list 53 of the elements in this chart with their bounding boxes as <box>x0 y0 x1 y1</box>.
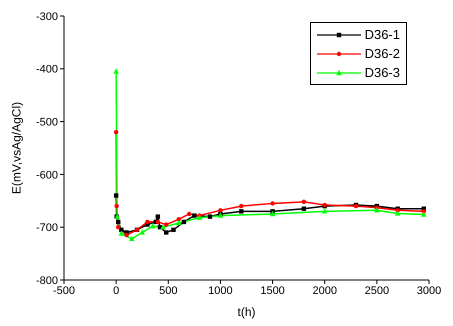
y-tick-label: -300 <box>36 10 58 23</box>
point <box>270 210 276 216</box>
legend-label: D36-3 <box>364 65 400 80</box>
y-tick-label: -700 <box>36 222 58 234</box>
point <box>118 230 124 236</box>
point <box>186 212 192 216</box>
point <box>160 224 166 230</box>
point <box>124 232 129 238</box>
point <box>129 236 134 242</box>
point <box>176 220 182 226</box>
x-tick-label: 0 <box>113 284 120 297</box>
point <box>171 228 176 232</box>
point <box>114 204 119 208</box>
y-tick-label: -600 <box>36 169 58 182</box>
point <box>182 220 186 224</box>
point <box>302 200 306 204</box>
point <box>150 222 156 228</box>
point <box>208 214 212 219</box>
x-tick-label: 1000 <box>208 284 233 297</box>
point <box>156 220 160 224</box>
x-axis-title: t(h) <box>238 305 256 319</box>
point <box>374 207 380 213</box>
y-tick-label: -400 <box>36 64 58 76</box>
x-tick-label: 3000 <box>416 284 442 297</box>
point <box>116 225 120 230</box>
point <box>156 214 160 219</box>
point <box>270 201 275 206</box>
point <box>302 206 306 211</box>
y-tick-label: -500 <box>36 116 58 129</box>
legend-label: D36-1 <box>364 27 400 42</box>
point <box>113 68 119 74</box>
point <box>140 229 145 235</box>
point <box>322 208 328 214</box>
point <box>164 222 168 227</box>
point <box>116 220 120 224</box>
point <box>395 210 400 216</box>
x-tick-label: 2500 <box>364 284 390 297</box>
x-tick-label: 2000 <box>312 284 337 297</box>
point <box>192 213 197 218</box>
point <box>218 208 223 213</box>
y-tick-label: -800 <box>36 274 58 287</box>
point <box>145 220 150 224</box>
point <box>239 209 244 214</box>
point <box>164 230 168 235</box>
point <box>239 204 244 208</box>
point <box>176 217 181 222</box>
legend-label: D36-2 <box>364 46 400 61</box>
point <box>114 193 118 198</box>
x-tick-label: 1500 <box>260 284 285 297</box>
x-tick-label: -500 <box>52 284 76 297</box>
point <box>114 130 118 134</box>
x-tick-label: 500 <box>159 284 178 297</box>
y-axis-title: E(mV,vsAg/AgCl) <box>9 102 24 194</box>
